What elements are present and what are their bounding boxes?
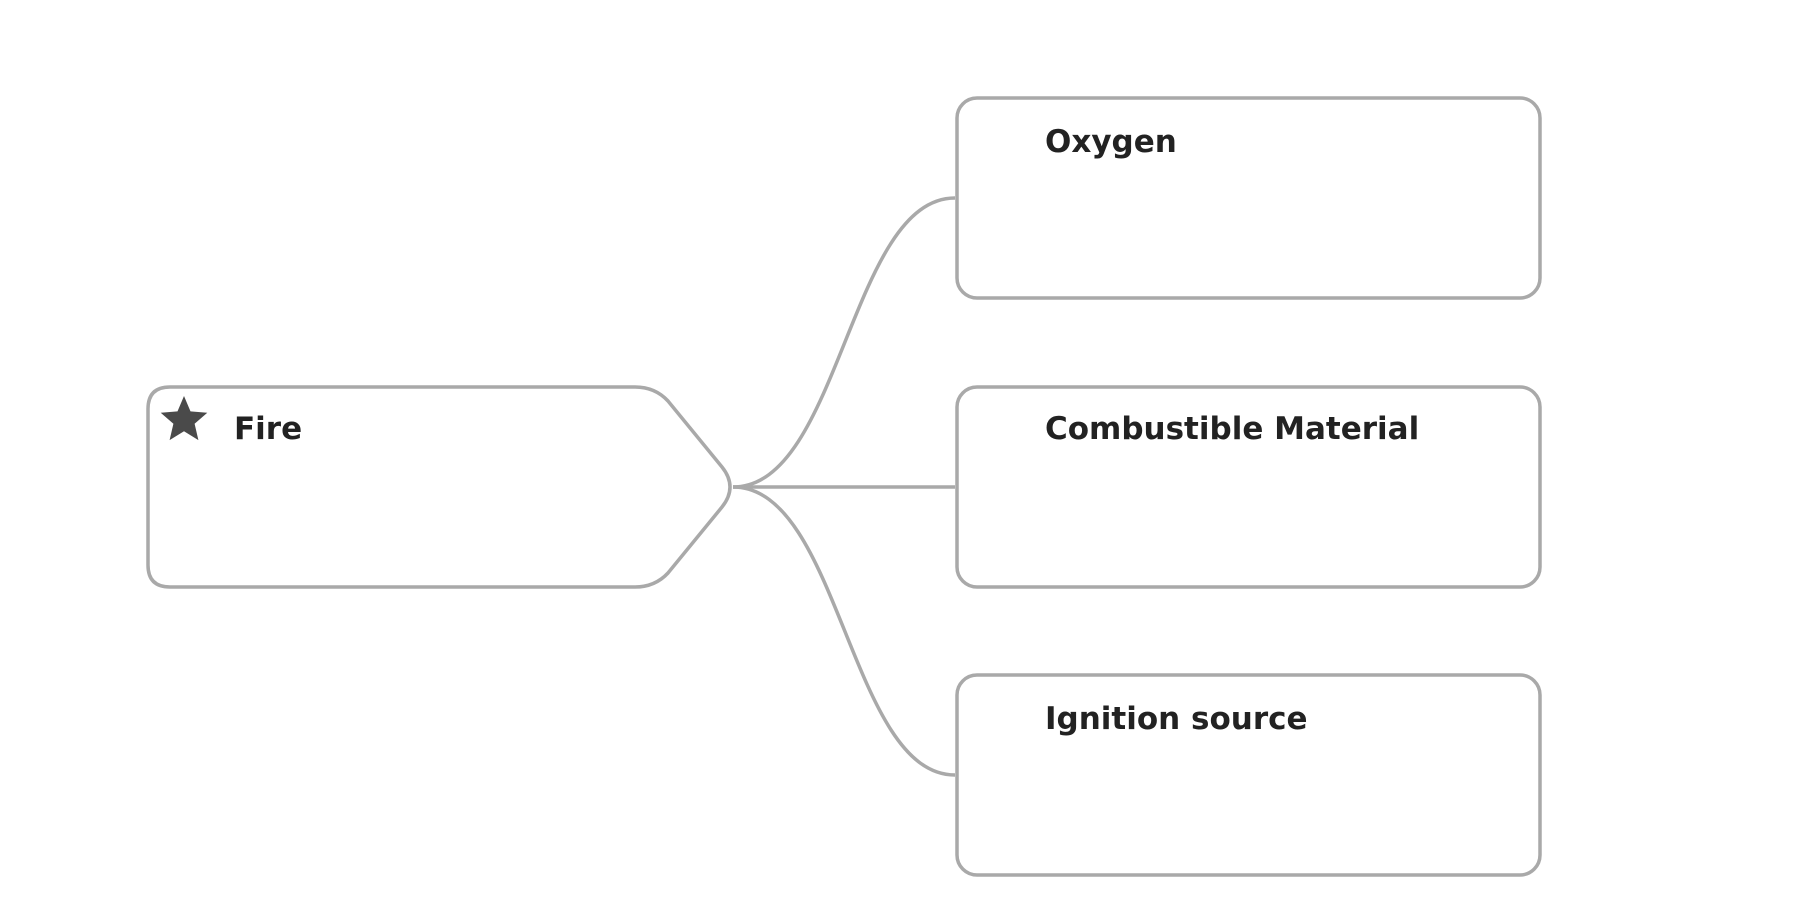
child-node-combustible-material[interactable]: Combustible Material [955, 385, 1542, 589]
connector-oxygen [732, 196, 956, 489]
connector-ignition-source [732, 485, 956, 777]
child-node-label: Combustible Material [1045, 411, 1419, 447]
connectors [732, 196, 956, 777]
child-node-label: Ignition source [1045, 701, 1308, 737]
child-node-label: Oxygen [1045, 124, 1177, 160]
root-node-fire[interactable]: Fire [146, 385, 732, 589]
child-node-shape [955, 96, 1542, 300]
child-node-ignition-source[interactable]: Ignition source [955, 673, 1542, 877]
child-node-shape [955, 673, 1542, 877]
child-node-oxygen[interactable]: Oxygen [955, 96, 1542, 300]
child-node-shape [955, 385, 1542, 589]
root-node-shape [146, 385, 732, 589]
root-node-label: Fire [234, 411, 302, 447]
star-icon [160, 396, 208, 441]
